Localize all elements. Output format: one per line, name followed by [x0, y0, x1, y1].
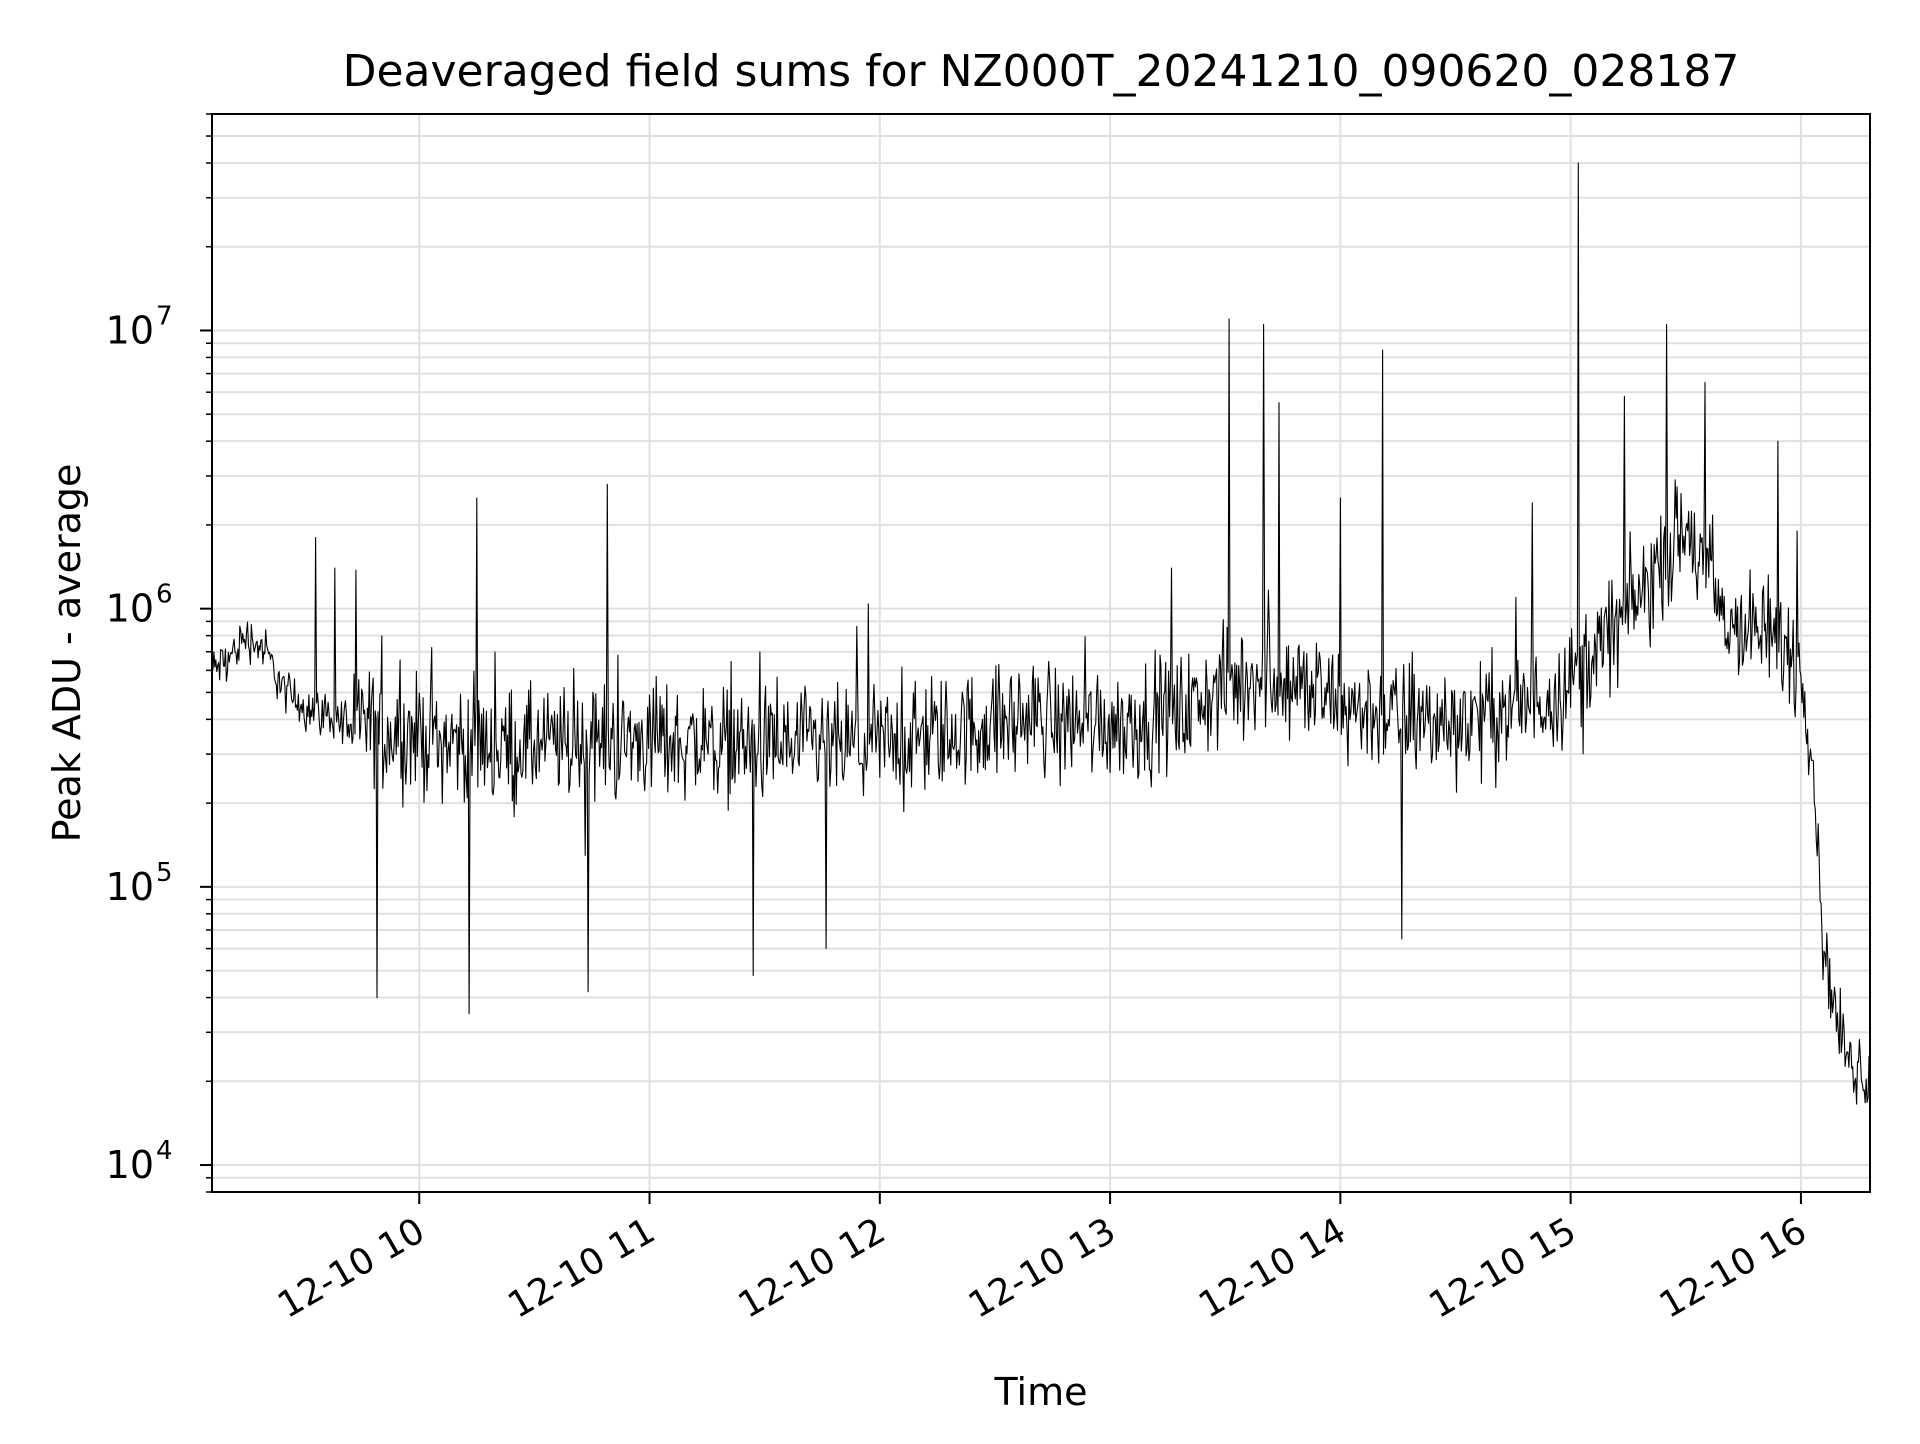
- y-tick-label-exponent: 4: [156, 1136, 173, 1166]
- x-axis-label: Time: [994, 1370, 1088, 1414]
- y-tick-label-exponent: 7: [156, 301, 173, 331]
- y-tick-label: 10: [106, 865, 154, 909]
- data-line: [211, 162, 1871, 1105]
- plot-frame: [211, 113, 1871, 1193]
- y-tick-label-exponent: 6: [156, 580, 173, 610]
- data-layer: [211, 162, 1871, 1105]
- y-tick-label: 10: [106, 1143, 154, 1187]
- chart-title: Deaveraged field sums for NZ000T_2024121…: [343, 46, 1740, 97]
- y-tick-label: 10: [106, 587, 154, 631]
- y-tick-label: 10: [106, 308, 154, 352]
- y-tick-label-exponent: 5: [156, 858, 173, 888]
- y-axis-label: Peak ADU - average: [45, 464, 89, 843]
